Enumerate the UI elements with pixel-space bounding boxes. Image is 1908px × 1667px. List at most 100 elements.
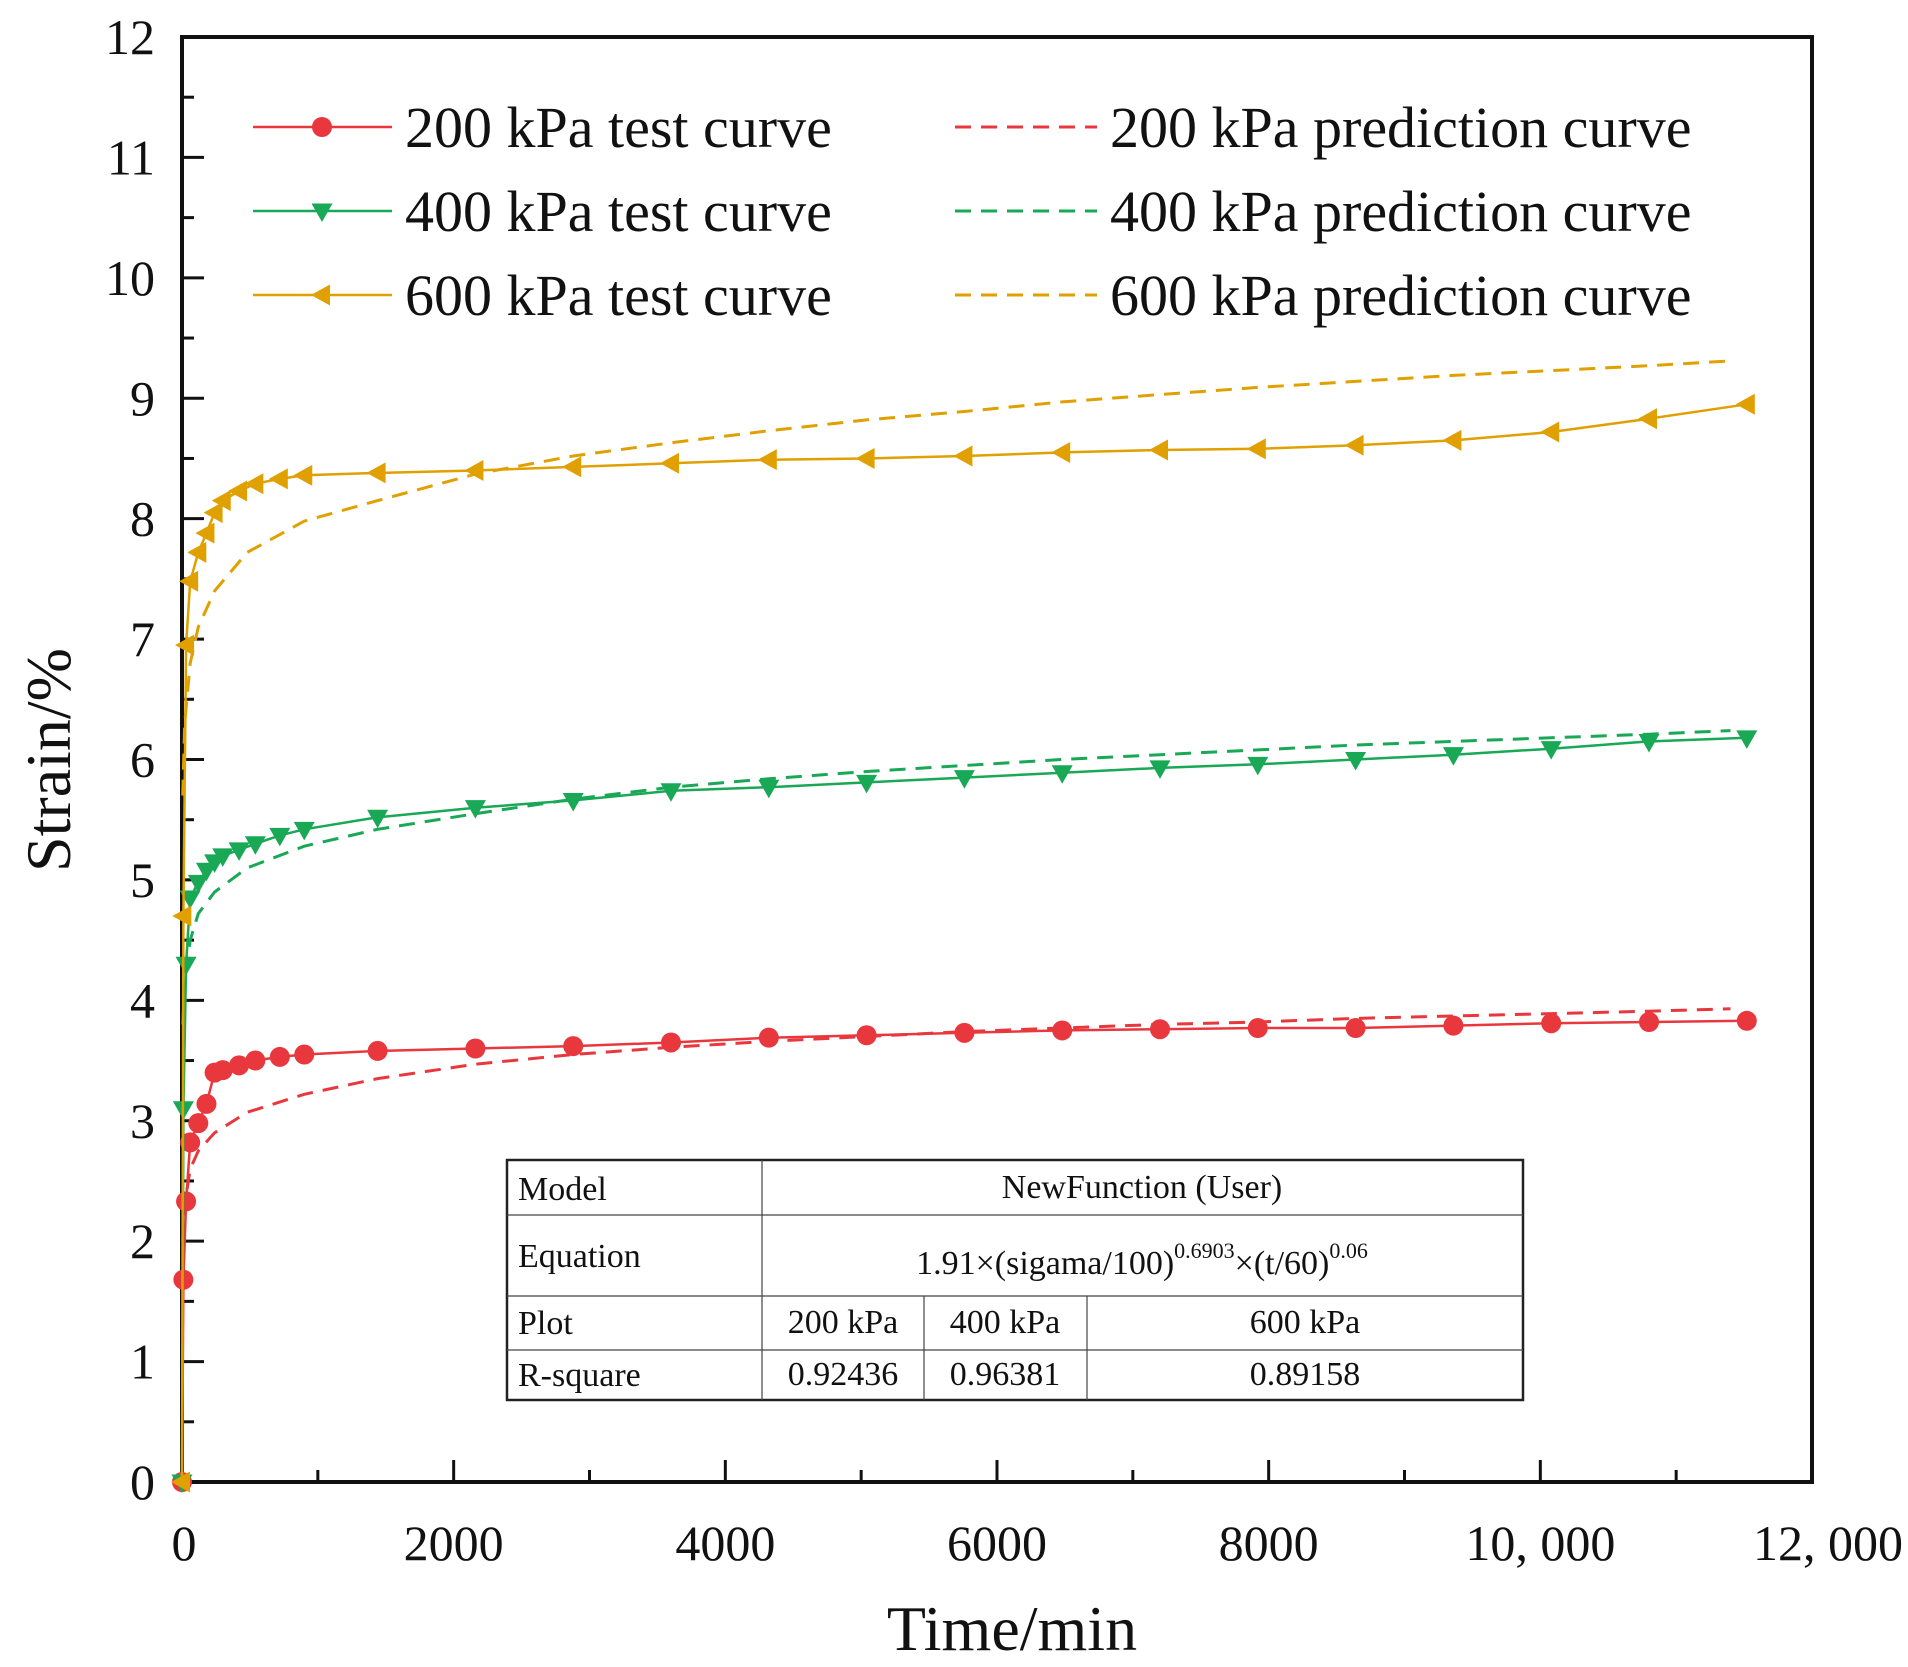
- 200-kpa-test-curve-marker: [269, 1046, 290, 1067]
- 200-kpa-test-curve-marker: [294, 1044, 315, 1065]
- 400-kpa-test-curve-marker: [1345, 752, 1367, 771]
- 600-kpa-test-curve-marker: [1735, 393, 1755, 415]
- table-plot-200: 200 kPa: [788, 1304, 899, 1341]
- y-tick-label: 12: [105, 9, 155, 65]
- x-tick-label: 4000: [675, 1515, 775, 1571]
- 400-kpa-test-curve-marker: [367, 809, 389, 829]
- 200-kpa-test-curve-marker: [367, 1040, 388, 1061]
- 600-kpa-test-curve-marker: [1246, 438, 1266, 460]
- table-rsq-600: 0.89158: [1250, 1356, 1361, 1393]
- x-axis-title: Time/min: [887, 1593, 1137, 1664]
- 400-kpa-test-curve-marker: [562, 792, 584, 812]
- 200-kpa-test-curve-marker: [180, 1132, 201, 1153]
- 600-kpa-test-curve-marker: [1149, 439, 1168, 461]
- y-tick-label: 6: [130, 732, 155, 788]
- y-tick-label: 4: [130, 972, 155, 1028]
- 200-kpa-test-curve-marker: [196, 1093, 217, 1114]
- 400-kpa-test-curve-marker: [856, 774, 878, 794]
- legend-label-200-kpa-test-curve: 200 kPa test curve: [405, 95, 832, 160]
- y-tick-label: 1: [130, 1334, 155, 1390]
- 200-kpa-test-curve-marker: [1150, 1019, 1170, 1040]
- 200-kpa-test-curve-marker: [1345, 1018, 1366, 1039]
- 600-kpa-test-curve-marker: [228, 480, 248, 502]
- legend-label-600-kpa-prediction-curve: 600 kPa prediction curve: [1110, 263, 1691, 328]
- 600-kpa-test-curve-marker: [244, 473, 264, 495]
- 200-kpa-test-curve-marker: [856, 1025, 877, 1046]
- 400-kpa-test-curve-marker: [179, 890, 201, 909]
- 400-kpa-test-curve-marker: [228, 842, 250, 861]
- 600-kpa-test-curve-marker: [179, 570, 199, 592]
- table-rsq-200: 0.92436: [788, 1356, 899, 1393]
- y-axis-title: Strain/%: [13, 648, 84, 872]
- 200-kpa-test-curve-marker: [229, 1055, 250, 1076]
- table-border: [505, 1158, 1525, 1402]
- 200-kpa-test-curve-marker: [1639, 1012, 1659, 1033]
- 600-kpa-test-curve-marker: [953, 445, 973, 467]
- legend-marker-600-kpa-test-curve: [311, 284, 330, 306]
- 400-kpa-test-curve-marker: [293, 821, 315, 841]
- x-tick-labels: 0 2000 4000 6000 8000 10, 000 12, 000: [172, 1515, 1904, 1571]
- 600-kpa-test-curve-marker: [757, 449, 777, 471]
- 600-kpa-test-curve-marker: [464, 460, 484, 481]
- table-plot-label: Plot: [518, 1305, 573, 1342]
- y-tick-label: 0: [130, 1454, 155, 1510]
- 200-kpa-test-curve-marker: [1247, 1018, 1268, 1039]
- 600-kpa-test-curve-marker: [1442, 429, 1462, 451]
- 200-kpa-test-curve-marker: [1541, 1013, 1562, 1034]
- legend-label-400-kpa-prediction-curve: 400 kPa prediction curve: [1110, 179, 1691, 244]
- 400-kpa-test-curve-marker: [1247, 756, 1269, 776]
- series-layer: [171, 359, 1758, 1493]
- table-model-value: NewFunction (User): [1002, 1169, 1282, 1206]
- x-tick-label: 8000: [1219, 1515, 1319, 1571]
- table-equation-value: 1.91×(sigama/100)0.6903×(t/60)0.06: [916, 1238, 1368, 1282]
- 600-kpa-test-curve-marker: [195, 522, 215, 544]
- fit-statistics-table: Model NewFunction (User) Equation 1.91×(…: [505, 1158, 1525, 1402]
- 400-kpa-test-curve-marker: [660, 783, 682, 802]
- 400-kpa-test-curve-marker: [175, 956, 197, 976]
- legend-marker-200-kpa-test-curve: [312, 117, 332, 137]
- y-tick-label: 10: [105, 250, 155, 306]
- 600-kpa-test-curve-marker: [1051, 441, 1071, 463]
- 200-kpa-prediction-curve-line: [181, 1007, 1731, 1242]
- 600-kpa-test-curve-marker: [562, 456, 582, 478]
- 600-kpa-test-curve-marker: [366, 462, 386, 484]
- 600-kpa-test-curve-marker: [172, 905, 192, 927]
- 400-kpa-test-curve-marker: [187, 874, 209, 894]
- 600-kpa-prediction-curve-line: [181, 359, 1731, 796]
- table-model-label: Model: [518, 1171, 607, 1208]
- y-tick-label: 2: [130, 1213, 155, 1269]
- 600-kpa-test-curve-marker: [1540, 421, 1560, 443]
- 600-kpa-test-curve-marker: [1344, 434, 1364, 456]
- x-tick-label: 12, 000: [1753, 1515, 1903, 1571]
- 600-kpa-test-curve-marker: [855, 447, 875, 469]
- y-tick-label: 3: [130, 1093, 155, 1149]
- 600-kpa-test-curve-marker: [211, 490, 231, 512]
- y-tick-label: 5: [130, 852, 155, 908]
- 200-kpa-test-curve-marker: [1736, 1010, 1757, 1031]
- table-rsq-label: R-square: [518, 1357, 641, 1394]
- legend-label-200-kpa-prediction-curve: 200 kPa prediction curve: [1110, 95, 1691, 160]
- y-tick-label: 8: [130, 491, 155, 547]
- 600-kpa-test-curve-marker: [660, 452, 679, 474]
- 400-kpa-test-curve-marker: [1638, 733, 1660, 753]
- 400-kpa-test-curve-marker: [464, 800, 486, 819]
- 600-kpa-test-curve-marker: [187, 541, 207, 563]
- 600-kpa-test-curve-marker: [293, 464, 313, 486]
- 600-kpa-test-curve-marker: [203, 502, 223, 524]
- legend: 200 kPa test curve 400 kPa test curve 600 …: [253, 95, 1691, 328]
- 400-kpa-test-curve-marker: [758, 779, 780, 799]
- 200-kpa-test-curve-marker: [954, 1022, 975, 1043]
- 200-kpa-test-curve-marker: [176, 1191, 197, 1212]
- 200-kpa-test-curve-marker: [188, 1113, 209, 1134]
- table-plot-400: 400 kPa: [950, 1304, 1061, 1341]
- 200-kpa-test-curve-marker: [661, 1032, 681, 1053]
- 600-kpa-test-curve-marker: [175, 634, 195, 656]
- 200-kpa-test-curve-marker: [245, 1050, 266, 1071]
- 400-kpa-test-curve-marker: [244, 836, 266, 855]
- 200-kpa-test-curve-marker: [212, 1060, 233, 1081]
- table-rsq-400: 0.96381: [950, 1356, 1061, 1393]
- legend-label-600-kpa-test-curve: 600 kPa test curve: [405, 263, 832, 328]
- y-tick-label: 7: [130, 611, 155, 667]
